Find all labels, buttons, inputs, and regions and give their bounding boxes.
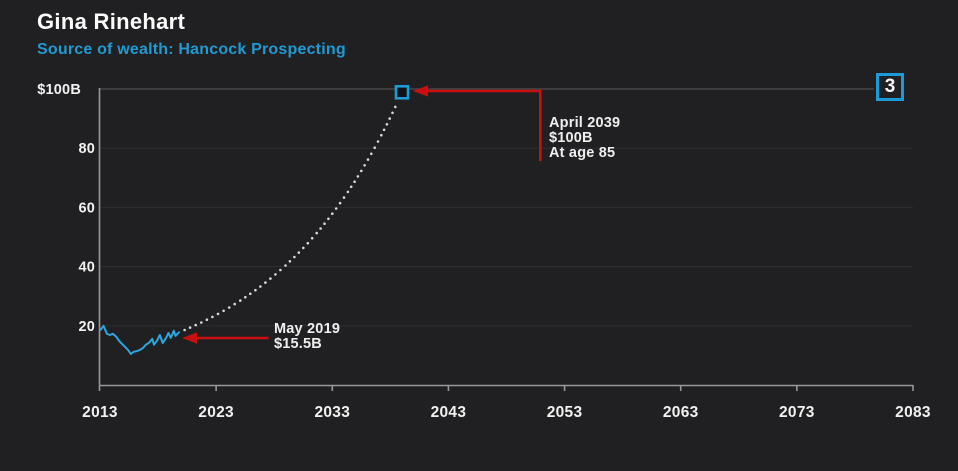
projection-dot bbox=[306, 241, 310, 245]
projection-dot bbox=[370, 152, 373, 156]
y-tick-label: 60 bbox=[78, 200, 95, 216]
projection-dot bbox=[382, 128, 386, 132]
x-tick-label: 2053 bbox=[547, 404, 583, 421]
x-tick-label: 2033 bbox=[314, 404, 350, 421]
chart-subtitle: Source of wealth: Hancock Prospecting bbox=[37, 41, 346, 58]
projection-dot bbox=[239, 299, 242, 302]
projection-dot bbox=[338, 201, 342, 205]
projection-dot bbox=[216, 312, 220, 316]
projection-dot bbox=[297, 251, 301, 254]
projection-dot bbox=[327, 217, 330, 221]
y-tick-label: 20 bbox=[78, 319, 95, 335]
projection-dot bbox=[310, 236, 314, 240]
annotation-current-wealth: May 2019 $15.5B bbox=[274, 322, 340, 352]
projection-dot bbox=[302, 246, 305, 250]
projection-dot bbox=[331, 212, 334, 215]
annotation-line: At age 85 bbox=[549, 145, 616, 161]
x-tick-label: 2013 bbox=[82, 404, 118, 421]
projection-dot bbox=[194, 323, 197, 327]
projection-dot bbox=[205, 318, 209, 322]
x-tick-label: 2083 bbox=[895, 404, 931, 421]
annotation-line: April 2039 bbox=[549, 115, 621, 131]
april-arrowhead bbox=[413, 85, 428, 97]
projection-dot bbox=[259, 285, 262, 288]
annotation-projection: April 2039 $100B At age 85 bbox=[549, 116, 620, 161]
annotation-line: $100B bbox=[549, 130, 593, 146]
projection-dot bbox=[274, 273, 277, 276]
x-tick-label: 2073 bbox=[779, 404, 815, 421]
projection-dot bbox=[288, 260, 292, 263]
slide-number-badge: 3 bbox=[876, 73, 904, 101]
y-tick-label: 40 bbox=[78, 260, 95, 276]
projection-dot bbox=[356, 175, 360, 178]
projection-dot bbox=[279, 268, 282, 272]
projection-dot bbox=[319, 227, 322, 230]
y-tick-label: $100B bbox=[37, 82, 81, 98]
projection-dot bbox=[388, 117, 392, 120]
projection-dot bbox=[373, 146, 377, 149]
projection-dot bbox=[380, 133, 383, 137]
projection-dot bbox=[334, 207, 338, 210]
projection-dot bbox=[233, 302, 236, 306]
projection-dot bbox=[254, 288, 257, 292]
projection-dot bbox=[269, 277, 272, 280]
projection-dot bbox=[227, 306, 231, 309]
projection-dot bbox=[349, 185, 353, 189]
annotation-line: May 2019 bbox=[274, 321, 341, 337]
projection-dot bbox=[244, 295, 247, 299]
may-arrowhead bbox=[182, 332, 197, 344]
projection-dot bbox=[188, 326, 192, 329]
projection-dot bbox=[200, 321, 203, 324]
projection-dot bbox=[346, 190, 350, 194]
projection-dot bbox=[323, 222, 326, 225]
projection-dot bbox=[385, 123, 389, 126]
projection-dot bbox=[284, 264, 287, 267]
projection-dot bbox=[353, 180, 356, 183]
projection-dot bbox=[360, 169, 363, 173]
projection-dot bbox=[315, 231, 319, 235]
x-tick-label: 2043 bbox=[431, 404, 467, 421]
projection-dot bbox=[222, 309, 225, 313]
projection-dot bbox=[183, 328, 186, 332]
projection-dot bbox=[394, 105, 397, 109]
projection-dot bbox=[391, 111, 394, 115]
projection-dot bbox=[211, 315, 214, 319]
projection-target-marker bbox=[394, 85, 410, 100]
projection-dot bbox=[264, 281, 267, 284]
projection-dot bbox=[376, 140, 380, 143]
x-tick-label: 2063 bbox=[663, 404, 699, 421]
projection-dot bbox=[249, 292, 252, 296]
historical-line bbox=[99, 324, 180, 355]
y-tick-label: 80 bbox=[78, 141, 95, 157]
projection-dot bbox=[342, 196, 346, 199]
annotation-line: $15.5B bbox=[274, 336, 322, 352]
projection-dot bbox=[293, 255, 296, 259]
projection-dot bbox=[363, 164, 366, 167]
x-tick-label: 2023 bbox=[198, 404, 234, 421]
projection-dot bbox=[366, 158, 370, 161]
page-title: Gina Rinehart bbox=[37, 9, 186, 34]
